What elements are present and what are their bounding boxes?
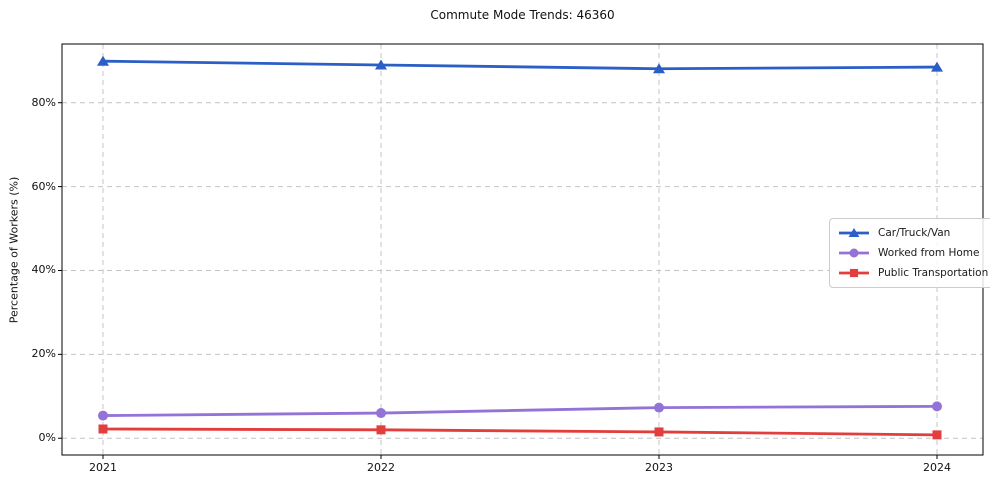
legend-marker-worked-from-home-icon <box>839 248 869 258</box>
data-point-circle <box>654 402 664 413</box>
x-tick-label: 2022 <box>367 461 395 474</box>
chart-title: Commute Mode Trends: 46360 <box>430 8 615 22</box>
legend-item: Car/Truck/Van <box>837 225 988 241</box>
data-point-circle <box>932 401 942 412</box>
data-point-triangle <box>848 228 860 238</box>
series-line-public-transportation <box>102 427 938 437</box>
x-tick-label: 2023 <box>645 461 673 474</box>
data-point-square <box>98 424 108 434</box>
data-point-square <box>932 430 942 440</box>
series-line-worked-from-home <box>102 404 938 417</box>
data-point-circle <box>376 408 386 419</box>
data-point-triangle <box>97 55 109 66</box>
y-tick-label: 20% <box>31 347 56 361</box>
legend-marker-public-transportation-icon <box>839 268 869 278</box>
legend-marker-car-truck-van-icon <box>839 228 869 238</box>
series-line-car-truck-van <box>102 59 938 71</box>
legend-label: Worked from Home <box>878 247 980 259</box>
data-point-square <box>849 268 859 278</box>
legend-label: Public Transportation <box>878 267 989 279</box>
data-point-circle <box>98 410 108 421</box>
y-tick-label: 80% <box>31 95 56 109</box>
data-point-square <box>654 427 664 437</box>
legend: Car/Truck/Van Worked from Home Public Tr… <box>829 218 990 288</box>
y-tick-label: 0% <box>38 431 56 445</box>
data-point-triangle <box>653 63 665 74</box>
data-point-triangle <box>375 59 387 70</box>
legend-item: Public Transportation <box>837 265 988 281</box>
y-tick-label: 40% <box>31 263 56 277</box>
data-point-circle <box>849 248 859 258</box>
legend-label: Car/Truck/Van <box>878 227 951 239</box>
y-tick-label: 60% <box>31 179 56 193</box>
x-tick-label: 2024 <box>923 461 951 474</box>
data-point-square <box>376 425 386 435</box>
x-tick-label: 2021 <box>89 461 117 474</box>
legend-item: Worked from Home <box>837 245 988 261</box>
data-point-triangle <box>931 61 943 72</box>
